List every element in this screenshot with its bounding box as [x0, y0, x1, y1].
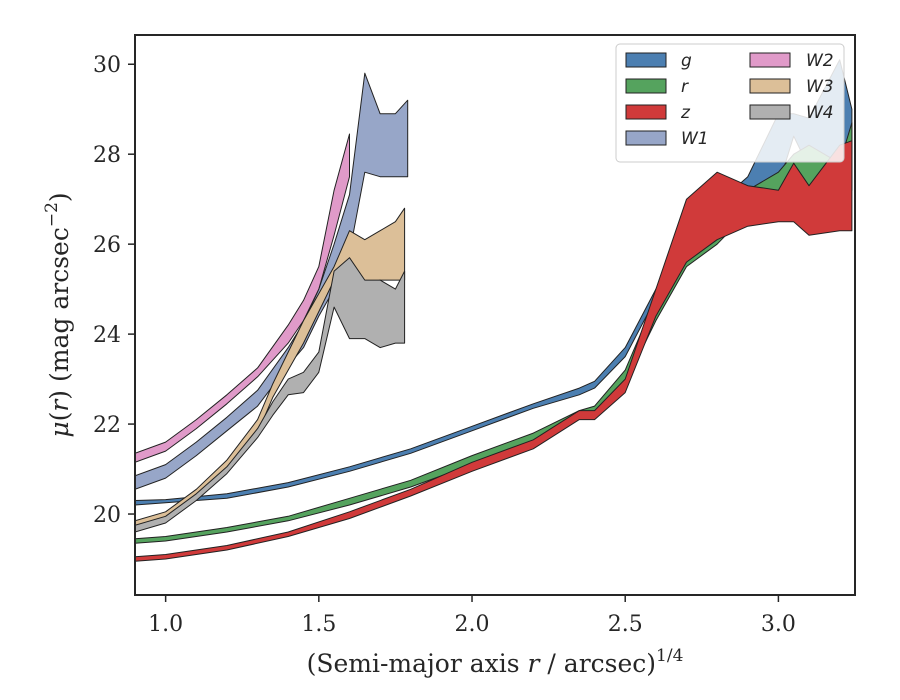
legend-label-r: r [681, 77, 689, 97]
profile-bands [135, 59, 853, 562]
legend-swatch-w3 [749, 78, 791, 94]
y-tick-label: 26 [93, 233, 121, 258]
y-axis: 20 22 24 26 28 30 [93, 53, 135, 528]
x-tick-label: 2.0 [455, 612, 490, 637]
plot-frame [134, 34, 856, 596]
x-tick-label: 3.0 [761, 612, 796, 637]
x-tick-label: 1.5 [301, 612, 336, 637]
band-w3 [135, 207, 406, 528]
legend-swatch-w1 [625, 130, 667, 146]
y-tick-label: 24 [93, 323, 121, 348]
y-tick-label: 28 [93, 143, 121, 168]
legend-label-w4: W4 [806, 103, 834, 123]
x-axis-label: (Semi-major axis r / arcsec)1/4 [307, 646, 684, 678]
legend-swatch-g [625, 52, 667, 68]
legend-label-w2: W2 [806, 51, 834, 71]
legend-swatch-w4 [749, 104, 791, 120]
legend-swatch-r [625, 78, 667, 94]
band-w4 [135, 257, 406, 533]
legend-swatch-z [625, 104, 667, 120]
x-tick-label: 1.0 [148, 612, 183, 637]
legend-label-w3: W3 [806, 77, 834, 97]
x-tick-label: 2.5 [608, 612, 643, 637]
x-axis: 1.0 1.5 2.0 2.5 3.0 [148, 595, 796, 637]
legend-label-w1: W1 [681, 129, 709, 149]
y-tick-label: 30 [93, 53, 121, 78]
legend-label-g: g [681, 51, 692, 71]
legend-swatch-w2 [749, 52, 791, 68]
y-tick-label: 22 [93, 413, 121, 438]
band-g [135, 59, 853, 506]
y-tick-label: 20 [93, 503, 121, 528]
band-z [135, 140, 853, 562]
legend-box [615, 43, 845, 163]
y-axis-label: μ(r) (mag arcsec−2) [42, 192, 74, 437]
band-w2 [135, 133, 350, 463]
legend-label-z: z [680, 103, 691, 123]
legend: grz W1 W2 W3 W4 [615, 43, 845, 163]
